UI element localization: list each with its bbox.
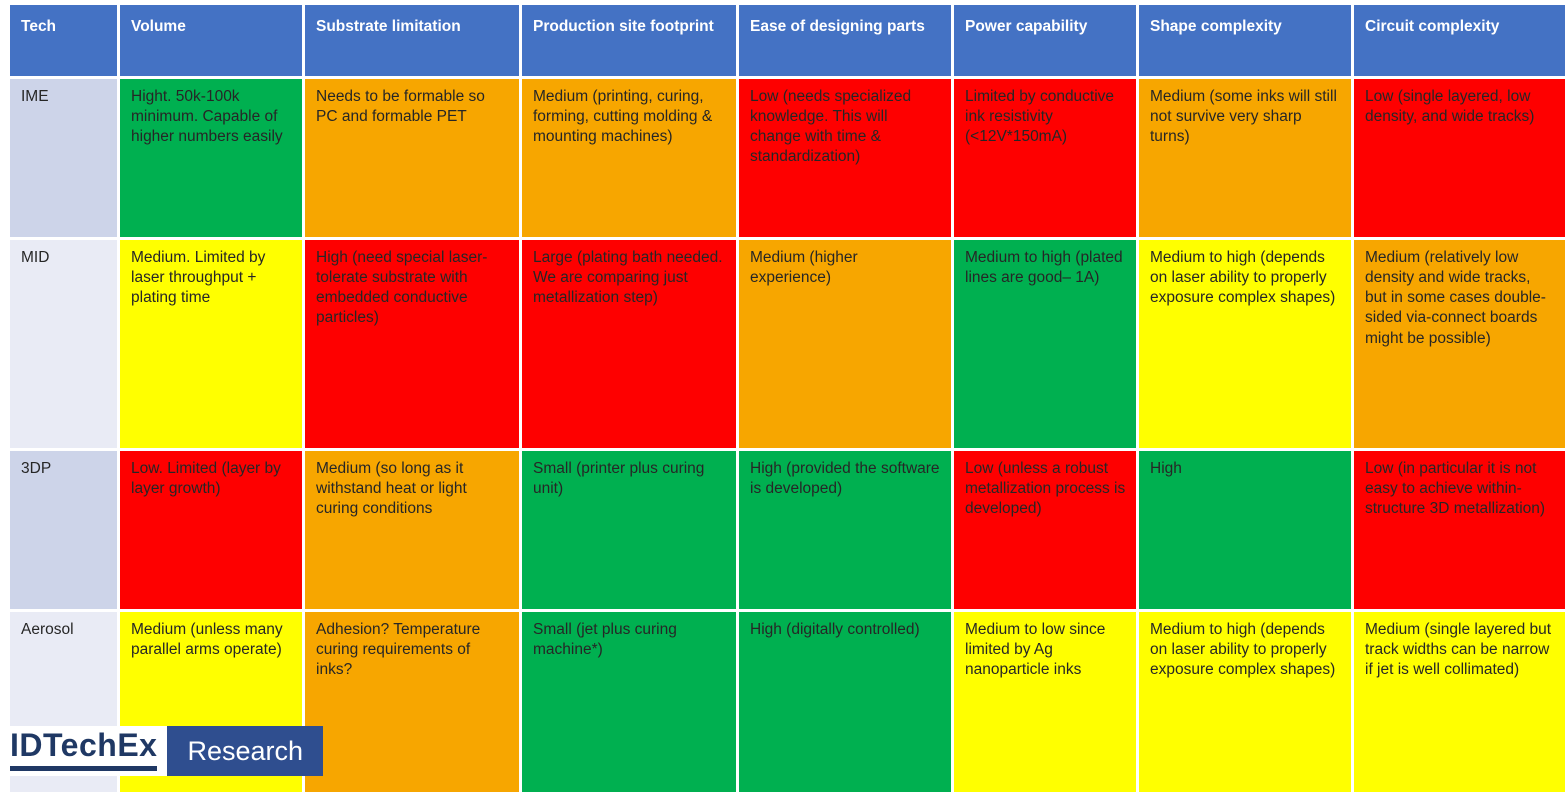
cell-mid-shape-complexity: Medium to high (depends on laser ability… [1136,237,1354,451]
row-label-ime: IME [7,76,120,240]
cell-aerosol-circuit-complexity: Medium (single layered but track widths … [1351,609,1566,795]
logo-underline [10,766,158,772]
cell-ime-substrate-limitation: Needs to be formable so PC and formable … [302,76,522,240]
logo-brand-box: IDTechEx [8,726,168,776]
cell-ime-shape-complexity: Medium (some inks will still not survive… [1136,76,1354,240]
cell-3dp-shape-complexity: High [1136,448,1354,612]
cell-aerosol-shape-complexity: Medium to high (depends on laser ability… [1136,609,1354,795]
table-row-3dp: 3DP Low. Limited (layer by layer growth)… [7,448,1566,612]
header-row: Tech Volume Substrate limitation Product… [7,2,1566,79]
cell-mid-power-capability: Medium to high (plated lines are good– 1… [951,237,1139,451]
cell-mid-substrate-limitation: High (need special laser-tolerate substr… [302,237,522,451]
cell-mid-production-site-footprint: Large (plating bath needed. We are compa… [519,237,739,451]
logo-brand-text: IDTechEx [10,727,158,763]
cell-3dp-production-site-footprint: Small (printer plus curing unit) [519,448,739,612]
column-header-power-capability: Power capability [951,2,1139,79]
table-row-mid: MID Medium. Limited by laser throughput … [7,237,1566,451]
tech-comparison-table: Tech Volume Substrate limitation Product… [7,2,1566,795]
cell-mid-volume: Medium. Limited by laser throughput + pl… [117,237,305,451]
column-header-tech: Tech [7,2,120,79]
cell-3dp-volume: Low. Limited (layer by layer growth) [117,448,305,612]
cell-ime-power-capability: Limited by conductive ink resistivity (<… [951,76,1139,240]
row-label-mid: MID [7,237,120,451]
cell-ime-ease-of-designing-parts: Low (needs specialized knowledge. This w… [736,76,954,240]
cell-3dp-ease-of-designing-parts: High (provided the software is developed… [736,448,954,612]
cell-mid-ease-of-designing-parts: Medium (higher experience) [736,237,954,451]
table-row-ime: IME Hight. 50k-100k minimum. Capable of … [7,76,1566,240]
logo-division-text: Research [187,735,304,766]
cell-aerosol-ease-of-designing-parts: High (digitally controlled) [736,609,954,795]
column-header-volume: Volume [117,2,305,79]
logo-division-box: Research [167,726,324,776]
cell-3dp-power-capability: Low (unless a robust metallization proce… [951,448,1139,612]
cell-mid-circuit-complexity: Medium (relatively low density and wide … [1351,237,1566,451]
cell-aerosol-production-site-footprint: Small (jet plus curing machine*) [519,609,739,795]
cell-ime-circuit-complexity: Low (single layered, low density, and wi… [1351,76,1566,240]
column-header-circuit-complexity: Circuit complexity [1351,2,1566,79]
cell-ime-volume: Hight. 50k-100k minimum. Capable of high… [117,76,305,240]
cell-3dp-circuit-complexity: Low (in particular it is not easy to ach… [1351,448,1566,612]
column-header-production-site-footprint: Production site footprint [519,2,739,79]
column-header-substrate-limitation: Substrate limitation [302,2,522,79]
column-header-shape-complexity: Shape complexity [1136,2,1354,79]
cell-aerosol-substrate-limitation: Adhesion? Temperature curing requirement… [302,609,522,795]
column-header-ease-of-designing-parts: Ease of designing parts [736,2,954,79]
cell-3dp-substrate-limitation: Medium (so long as it withstand heat or … [302,448,522,612]
cell-ime-production-site-footprint: Medium (printing, curing, forming, cutti… [519,76,739,240]
row-label-3dp: 3DP [7,448,120,612]
cell-aerosol-power-capability: Medium to low since limited by Ag nanopa… [951,609,1139,795]
idtechex-logo: IDTechEx Research [8,726,324,776]
